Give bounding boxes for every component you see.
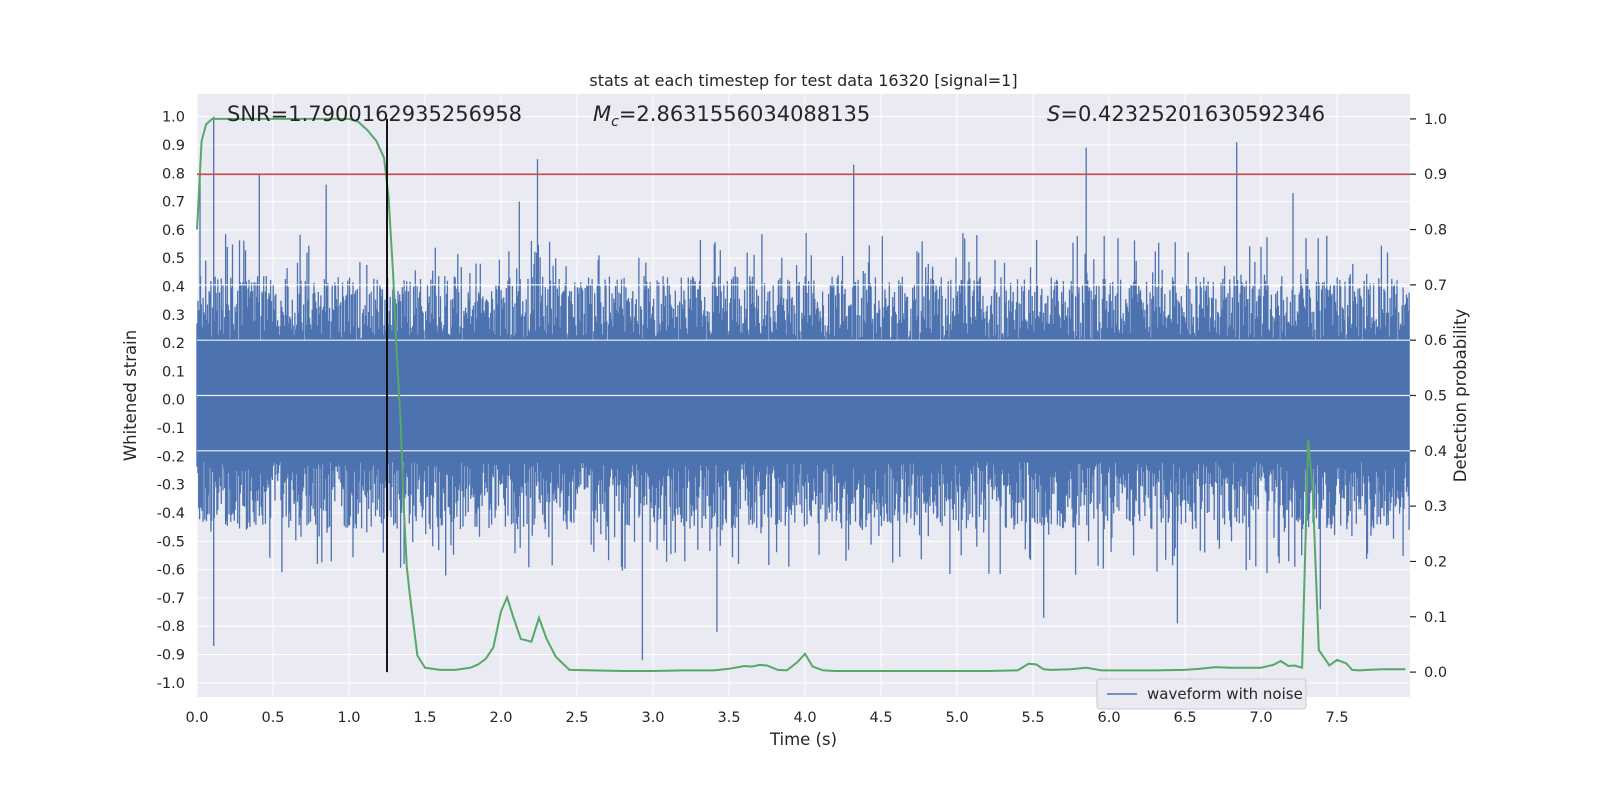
y-tick-label: -0.2 (157, 449, 185, 465)
y2-tick-label: 0.7 (1424, 278, 1447, 294)
y-tick-label: -0.6 (157, 563, 185, 579)
x-tick-label: 6.5 (1174, 710, 1197, 726)
y2-tick-label: 0.2 (1424, 554, 1447, 570)
left-axis-ticks: 1.0 0.9 0.8 0.7 0.6 0.5 0.4 0.3 0.2 0.1 0.0 -0.1 -0.… (157, 110, 185, 692)
y-tick-label: -0.7 (157, 591, 185, 607)
legend-label-waveform: waveform with noise (1147, 685, 1303, 703)
s-annotation: S=0.42325201630592346 (1047, 102, 1325, 126)
y2-axis-label: Detection probability (1451, 309, 1470, 483)
chirp-mass-annotation: Mc=2.8631556034088135 (593, 102, 870, 130)
y-tick-label: 1.0 (162, 110, 185, 126)
x-tick-label: 0.5 (261, 710, 284, 726)
y-tick-label: -1.0 (157, 676, 185, 692)
y-tick-label: 0.1 (162, 364, 185, 380)
y-tick-label: -0.8 (157, 619, 185, 635)
snr-annotation: SNR=1.7900162935256958 (227, 102, 522, 126)
y2-tick-label: 0.1 (1424, 610, 1447, 626)
y2-tick-label: 0.9 (1424, 167, 1447, 183)
x-tick-label: 0.0 (185, 710, 208, 726)
chirp-mass-subscript: c (611, 114, 619, 130)
x-tick-label: 1.5 (413, 710, 436, 726)
x-tick-label: 5.0 (945, 710, 968, 726)
x-axis-ticks: 0.0 0.5 1.0 1.5 2.0 2.5 3.0 3.5 4.0 4.5 5.0 5.5 6.0 6… (185, 710, 1348, 726)
legend-box (1096, 678, 1307, 710)
x-tick-label: 1.0 (337, 710, 360, 726)
x-tick-label: 2.5 (565, 710, 588, 726)
y-tick-label: -0.9 (157, 648, 185, 664)
waveform-series (196, 116, 1410, 661)
s-symbol: S (1047, 102, 1060, 126)
x-tick-label: 7.5 (1326, 710, 1349, 726)
y-tick-label: 0.7 (162, 195, 185, 211)
s-value: =0.42325201630592346 (1060, 102, 1325, 126)
probability-line (196, 117, 1406, 672)
x-tick-label: 5.5 (1021, 710, 1044, 726)
y-tick-label: 0.6 (162, 223, 185, 239)
right-axis-ticks: 1.0 0.9 0.8 0.7 0.6 0.5 0.4 0.3 0.2 0.1 0.0 (1410, 112, 1447, 681)
y-tick-label: 0.8 (162, 166, 185, 182)
x-tick-label: 7.0 (1250, 710, 1273, 726)
legend: waveform with noise (1096, 678, 1307, 710)
y2-tick-label: 0.8 (1424, 223, 1447, 239)
overlay-lines (197, 118, 1410, 673)
chirp-mass-value: =2.8631556034088135 (619, 102, 870, 126)
y-tick-label: 0.9 (162, 138, 185, 154)
y-tick-label: 0.2 (162, 336, 185, 352)
y-tick-label: -0.4 (157, 506, 185, 522)
chirp-mass-symbol: M (593, 102, 611, 126)
x-tick-label: 4.0 (793, 710, 816, 726)
y2-tick-label: 1.0 (1424, 112, 1447, 128)
x-tick-label: 3.5 (717, 710, 740, 726)
y-axis-label: Whitened strain (121, 330, 140, 461)
detection-probability-series (196, 117, 1406, 672)
x-tick-label: 4.5 (869, 710, 892, 726)
y-tick-label: -0.5 (157, 534, 185, 550)
y2-tick-label: 0.4 (1424, 444, 1447, 460)
x-tick-label: 6.0 (1097, 710, 1120, 726)
y-tick-label: -0.1 (157, 421, 185, 437)
y2-tick-label: 0.3 (1424, 499, 1447, 515)
y2-tick-label: 0.6 (1424, 333, 1447, 349)
y-tick-label: 0.4 (162, 280, 185, 296)
y-tick-label: -0.3 (157, 478, 185, 494)
y-tick-label: 0.0 (162, 393, 185, 409)
x-tick-label: 2.0 (489, 710, 512, 726)
x-axis-label: Time (s) (769, 730, 837, 749)
y2-tick-label: 0.0 (1424, 665, 1447, 681)
y2-tick-label: 0.5 (1424, 389, 1447, 405)
chart-title: stats at each timestep for test data 163… (589, 71, 1017, 90)
x-tick-label: 3.0 (641, 710, 664, 726)
y-tick-label: 0.3 (162, 308, 185, 324)
y-tick-label: 0.5 (162, 251, 185, 267)
